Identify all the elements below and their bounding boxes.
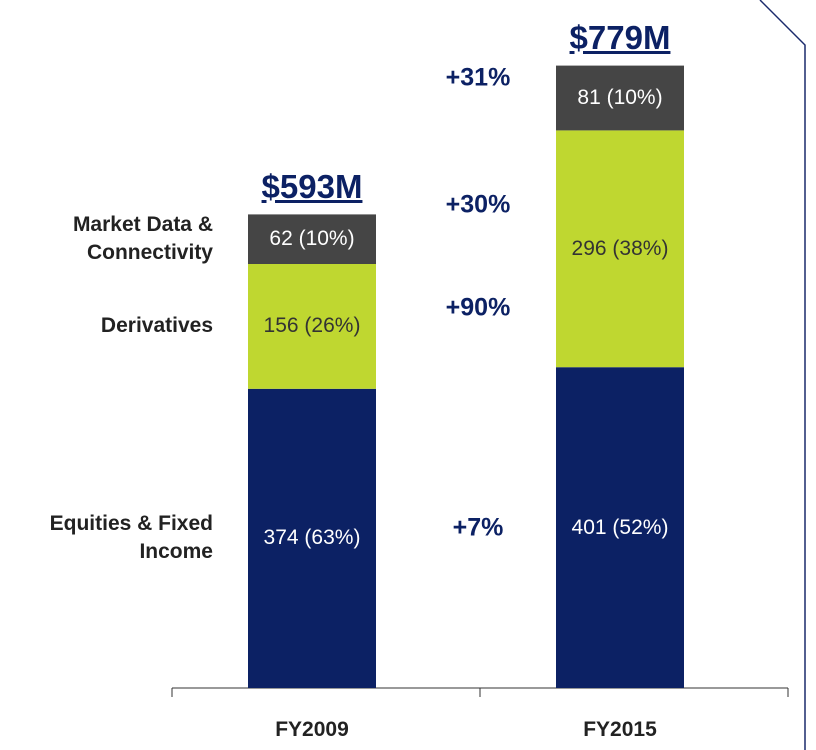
series-label: Derivatives: [100, 314, 213, 338]
bar-segment: [556, 130, 684, 368]
value-label: 62 (10%): [269, 227, 355, 251]
frame-line: [759, 0, 806, 750]
category-label: FY2015: [583, 718, 657, 741]
value-label: 156 (26%): [263, 314, 361, 338]
total-growth-label: +31%: [445, 63, 511, 92]
growth-label: +90%: [445, 293, 511, 322]
category-label: FY2009: [275, 718, 349, 741]
growth-label: +7%: [452, 513, 504, 542]
series-label: Equities & Fixed Income: [49, 512, 213, 564]
total-label: $593M: [261, 167, 363, 205]
series-label: Market Data & Connectivity: [72, 213, 213, 265]
bar-segment: [248, 388, 376, 688]
value-label: 401 (52%): [571, 515, 669, 539]
bar-segment: [556, 367, 684, 688]
total-label: $779M: [569, 18, 671, 56]
bar-segment: [248, 214, 376, 264]
value-label: 296 (38%): [571, 236, 669, 260]
bar-segment: [248, 264, 376, 389]
value-label: 81 (10%): [577, 86, 663, 109]
bar-segment: [556, 65, 684, 131]
value-label: 374 (63%): [263, 526, 361, 550]
growth-label: +30%: [445, 190, 511, 219]
